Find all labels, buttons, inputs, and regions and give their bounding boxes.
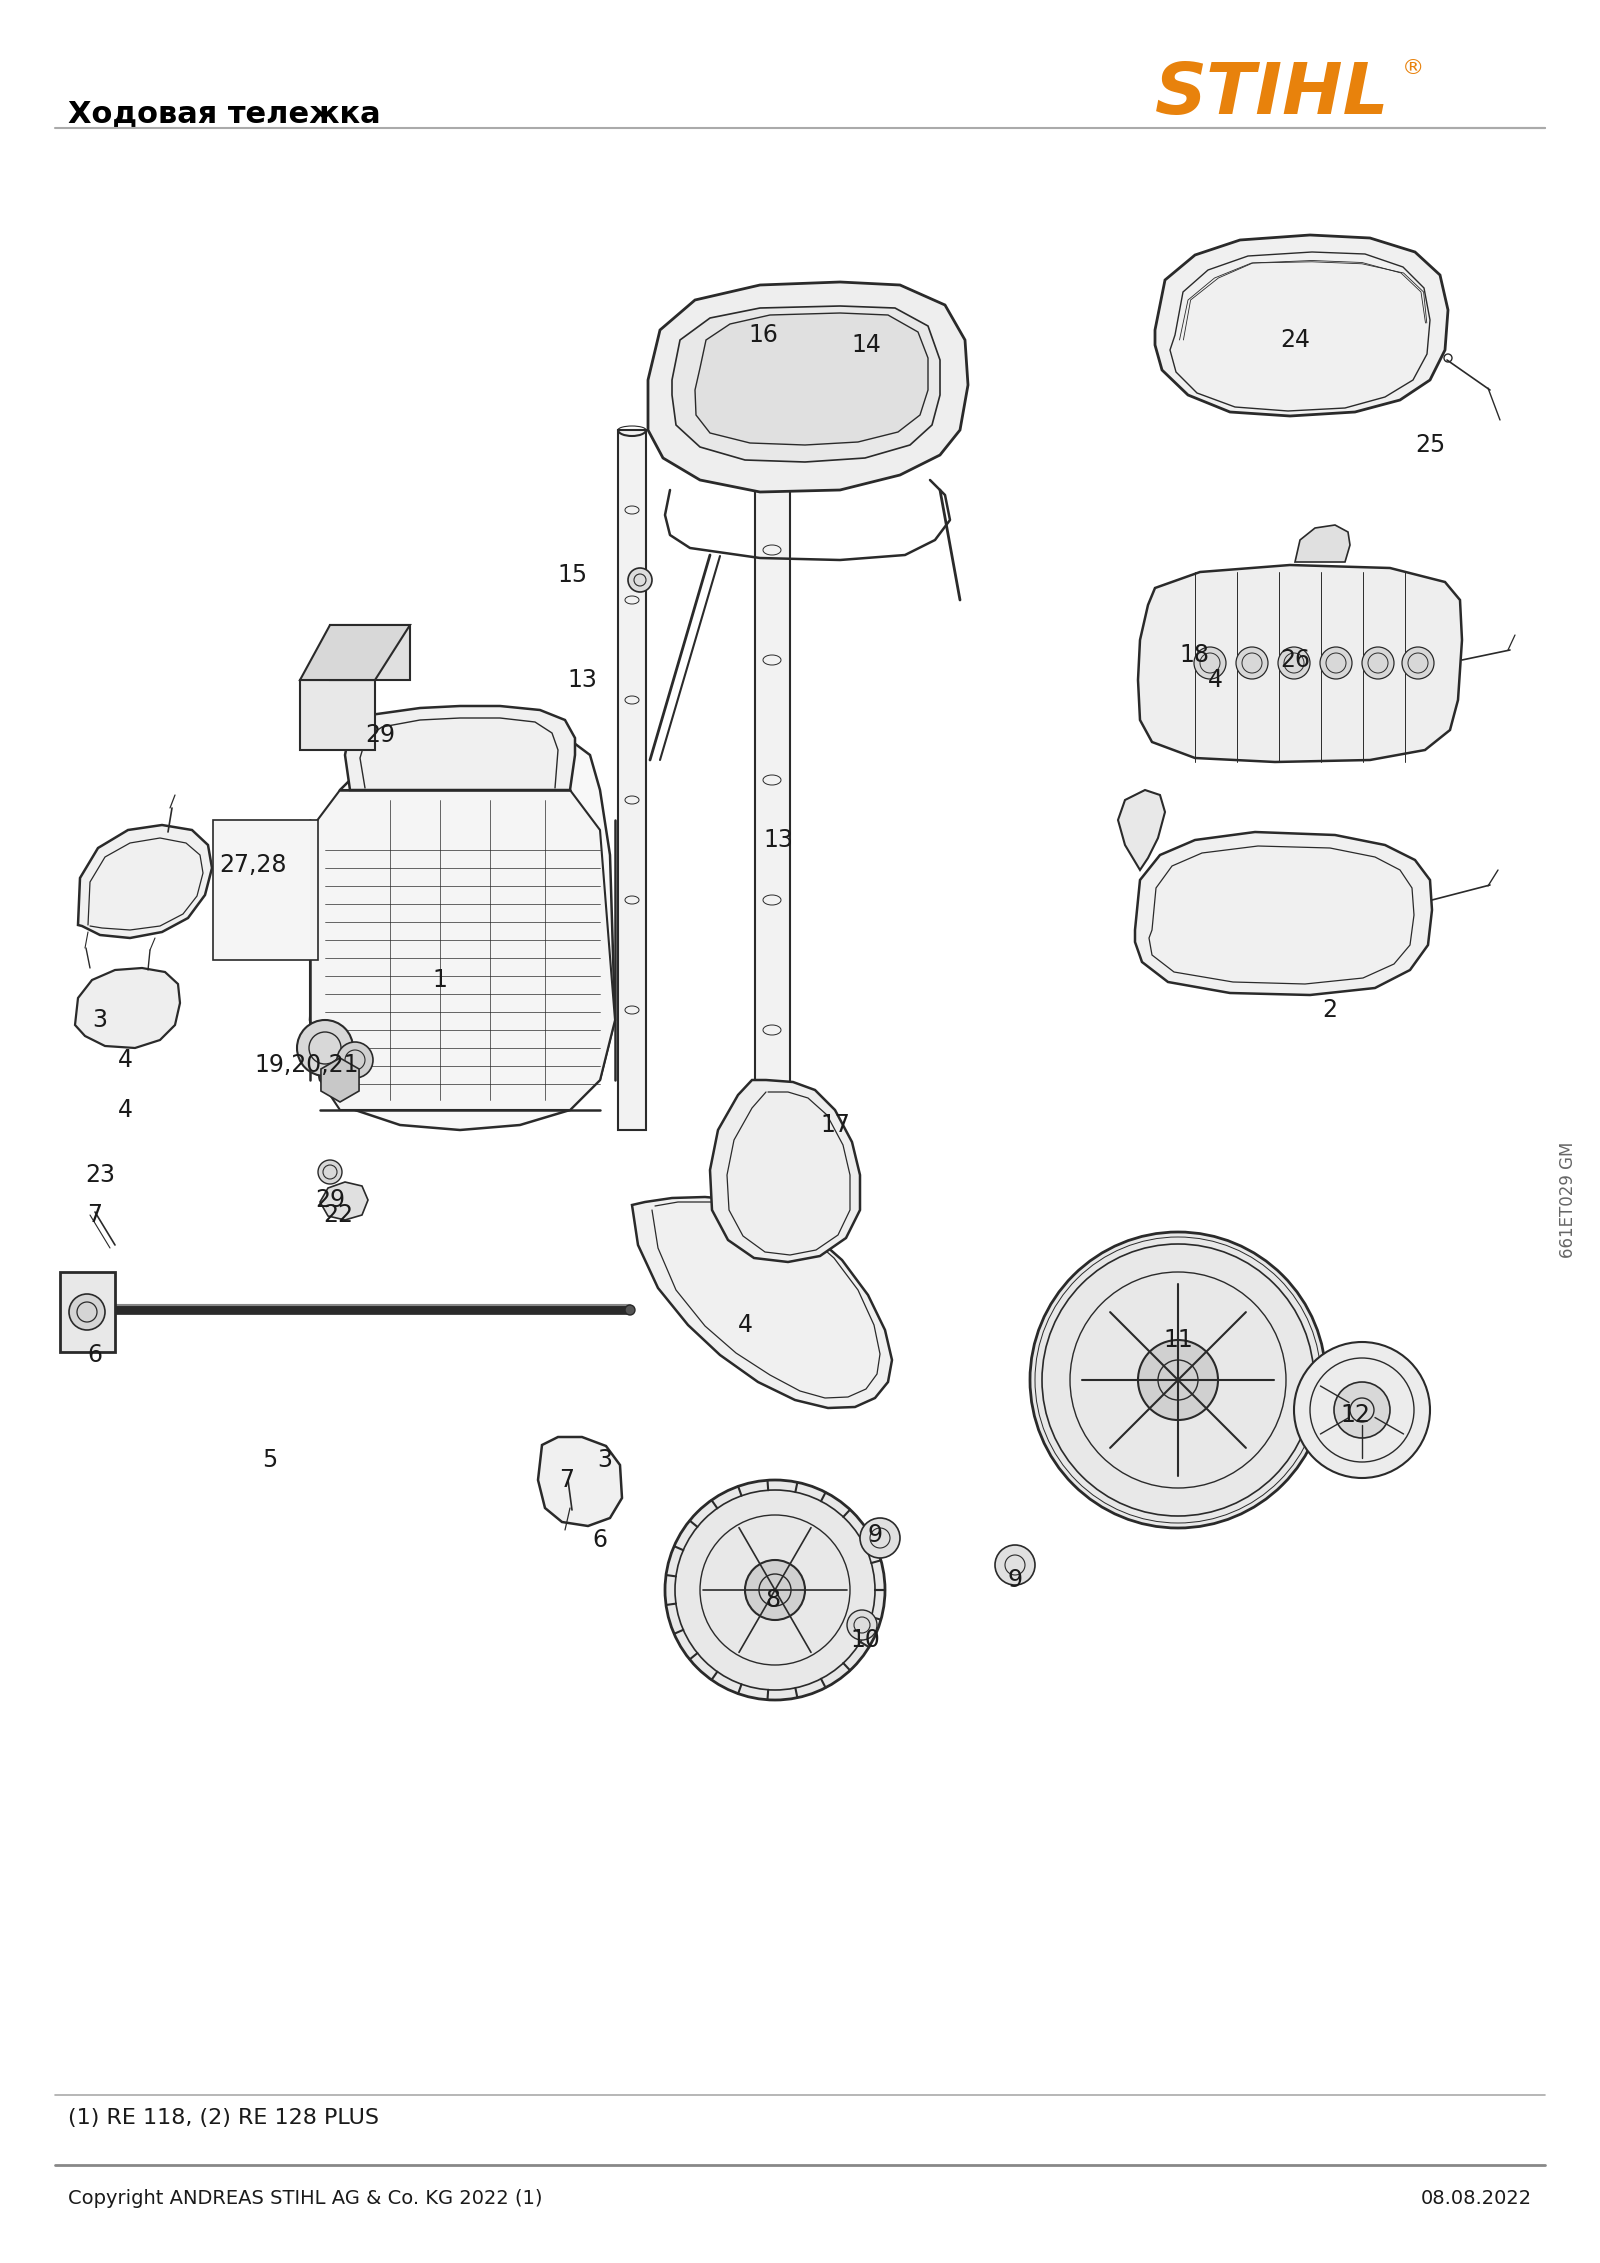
Circle shape (318, 1161, 342, 1184)
Text: Copyright ANDREAS STIHL AG & Co. KG 2022 (1): Copyright ANDREAS STIHL AG & Co. KG 2022… (67, 2188, 542, 2206)
Text: ®: ® (1402, 59, 1424, 77)
Polygon shape (310, 790, 614, 1109)
Polygon shape (61, 1272, 115, 1351)
Text: 12: 12 (1341, 1403, 1370, 1428)
Text: 4: 4 (738, 1313, 752, 1337)
Circle shape (1294, 1342, 1430, 1478)
Circle shape (1235, 647, 1267, 679)
Circle shape (1138, 1340, 1218, 1419)
Polygon shape (1155, 235, 1448, 416)
Circle shape (995, 1546, 1035, 1584)
Polygon shape (648, 283, 968, 491)
Polygon shape (618, 430, 646, 1129)
Text: 1: 1 (432, 969, 448, 991)
Circle shape (1194, 647, 1226, 679)
Text: 15: 15 (558, 563, 589, 586)
Polygon shape (310, 735, 614, 1129)
Text: 8: 8 (765, 1589, 781, 1611)
Polygon shape (1134, 833, 1432, 996)
Text: (1) RE 118, (2) RE 128 PLUS: (1) RE 118, (2) RE 128 PLUS (67, 2109, 379, 2127)
Text: 7: 7 (560, 1469, 574, 1491)
Polygon shape (1118, 790, 1165, 869)
Circle shape (1320, 647, 1352, 679)
Text: 08.08.2022: 08.08.2022 (1421, 2188, 1533, 2206)
Circle shape (626, 1306, 635, 1315)
Polygon shape (1294, 525, 1350, 561)
Text: 25: 25 (1414, 432, 1445, 457)
Text: 13: 13 (763, 828, 794, 851)
Circle shape (1334, 1383, 1390, 1437)
Polygon shape (213, 819, 318, 960)
Circle shape (1362, 647, 1394, 679)
Text: 3: 3 (597, 1448, 613, 1471)
Text: 9: 9 (867, 1523, 883, 1548)
Polygon shape (78, 826, 211, 937)
Text: 19,20,21: 19,20,21 (254, 1052, 360, 1077)
Polygon shape (330, 625, 410, 679)
Polygon shape (301, 625, 410, 679)
Circle shape (861, 1518, 899, 1557)
Text: 27,28: 27,28 (219, 853, 286, 878)
Circle shape (746, 1559, 805, 1620)
Text: 4: 4 (117, 1098, 133, 1122)
Text: 7: 7 (88, 1204, 102, 1227)
Polygon shape (320, 1181, 368, 1220)
Text: 16: 16 (749, 324, 778, 346)
Text: 5: 5 (262, 1448, 278, 1471)
Polygon shape (672, 306, 941, 462)
Text: 18: 18 (1179, 643, 1210, 668)
Polygon shape (632, 1197, 893, 1408)
Polygon shape (755, 475, 790, 1154)
Text: 23: 23 (85, 1163, 115, 1188)
Polygon shape (346, 706, 574, 790)
Text: 4: 4 (1208, 668, 1222, 692)
Text: 14: 14 (851, 333, 882, 358)
Text: 24: 24 (1280, 328, 1310, 353)
Polygon shape (75, 969, 179, 1048)
Text: 661ET029 GM: 661ET029 GM (1558, 1143, 1578, 1258)
Polygon shape (322, 1059, 358, 1102)
Circle shape (298, 1021, 354, 1075)
Text: 10: 10 (850, 1627, 880, 1652)
Circle shape (666, 1480, 885, 1700)
Text: 26: 26 (1280, 647, 1310, 672)
Text: 6: 6 (592, 1528, 608, 1552)
Text: 3: 3 (93, 1007, 107, 1032)
Text: 11: 11 (1163, 1328, 1194, 1351)
Polygon shape (301, 679, 374, 749)
Text: 17: 17 (821, 1113, 850, 1136)
Polygon shape (694, 312, 928, 446)
Text: 6: 6 (88, 1342, 102, 1367)
Circle shape (627, 568, 653, 593)
Text: 4: 4 (117, 1048, 133, 1073)
Text: Ходовая тележка: Ходовая тележка (67, 100, 381, 129)
Text: 13: 13 (566, 668, 597, 692)
Polygon shape (710, 1079, 861, 1263)
Circle shape (846, 1609, 877, 1641)
Circle shape (1030, 1231, 1326, 1528)
Circle shape (338, 1041, 373, 1077)
Text: 9: 9 (1008, 1568, 1022, 1591)
Text: 22: 22 (323, 1204, 354, 1227)
Text: 2: 2 (1323, 998, 1338, 1023)
Circle shape (69, 1294, 106, 1331)
Text: 29: 29 (365, 722, 395, 747)
Text: 29: 29 (315, 1188, 346, 1213)
Polygon shape (1138, 566, 1462, 763)
Text: STIHL: STIHL (1155, 61, 1390, 129)
Polygon shape (538, 1437, 622, 1525)
Circle shape (1278, 647, 1310, 679)
Circle shape (1402, 647, 1434, 679)
